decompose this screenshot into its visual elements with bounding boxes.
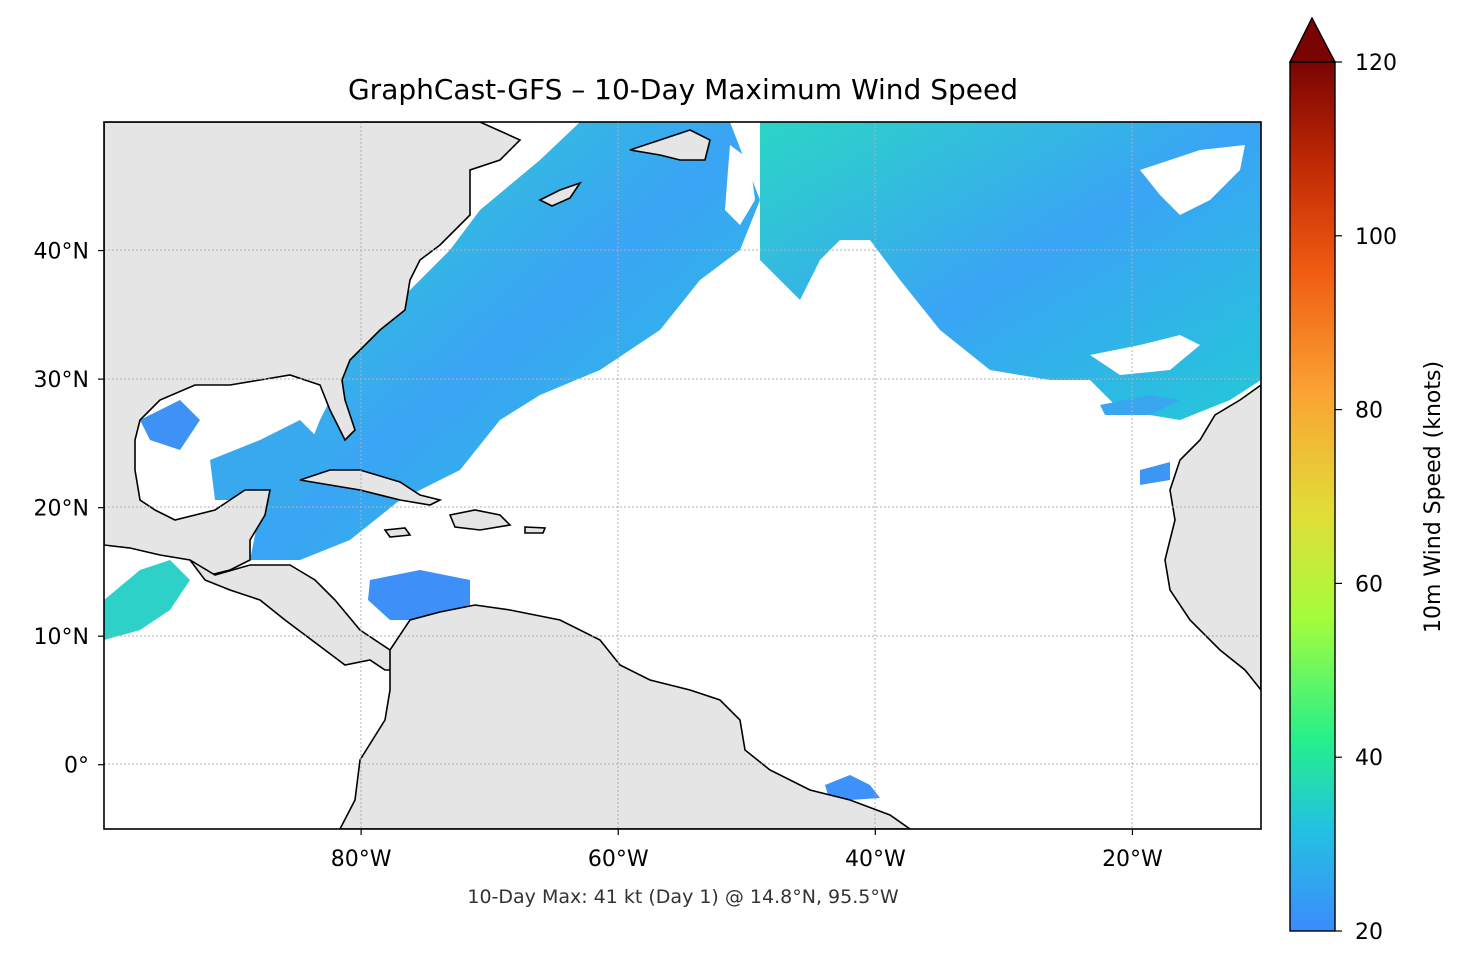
lat-tick-label: 30°N bbox=[34, 368, 89, 393]
land-south-america bbox=[339, 604, 912, 829]
lon-tick-label: 80°W bbox=[331, 847, 392, 872]
wind-patch-southern-caribbean bbox=[368, 570, 470, 620]
land-nova-scotia bbox=[538, 181, 582, 207]
calm-hole-1 bbox=[725, 145, 755, 225]
land-cuba bbox=[299, 469, 443, 506]
gridlines bbox=[104, 122, 1261, 829]
max-wind-caption: 10-Day Max: 41 kt (Day 1) @ 14.8°N, 95.5… bbox=[467, 886, 898, 908]
colorbar-tick-label: 40 bbox=[1355, 746, 1383, 771]
wind-patch-brazil-coast bbox=[825, 775, 880, 800]
colorbar-label: 10m Wind Speed (knots) bbox=[1421, 361, 1446, 633]
longitude-tick-labels: 80°W 60°W 40°W 20°W bbox=[331, 829, 1163, 872]
wind-patch-azores-south bbox=[1100, 395, 1180, 415]
lat-tick-label: 10°N bbox=[34, 625, 89, 650]
land-africa bbox=[1164, 384, 1261, 692]
colorbar-tick-label: 20 bbox=[1355, 920, 1383, 945]
colorbar-tick-label: 100 bbox=[1355, 225, 1397, 250]
land-jamaica bbox=[383, 527, 412, 538]
wind-patch-east-pacific bbox=[104, 560, 190, 640]
map-title: GraphCast-GFS – 10-Day Maximum Wind Spee… bbox=[348, 73, 1018, 106]
lon-tick-label: 60°W bbox=[588, 847, 649, 872]
wind-patch-canary bbox=[1140, 462, 1170, 485]
colorbar-tick-label: 60 bbox=[1355, 572, 1383, 597]
land-north-america bbox=[104, 122, 522, 576]
wind-patch-western-caribbean bbox=[210, 420, 330, 510]
land-newfoundland bbox=[629, 129, 711, 161]
map-frame bbox=[103, 121, 1262, 830]
lat-tick-label: 40°N bbox=[34, 240, 89, 265]
colorbar: 20 40 60 80 100 120 10m Wind Speed (knots) bbox=[1288, 16, 1446, 945]
lon-tick-label: 20°W bbox=[1102, 847, 1163, 872]
land-puerto-rico bbox=[524, 526, 547, 534]
land bbox=[104, 122, 1261, 829]
map-area bbox=[104, 122, 1261, 829]
latitude-tick-labels: 40°N 30°N 20°N 10°N 0° bbox=[34, 240, 104, 779]
land-hispaniola bbox=[448, 509, 512, 531]
lat-tick-label: 20°N bbox=[34, 497, 89, 522]
colorbar-extend-arrow bbox=[1288, 16, 1337, 63]
wind-swath-north-atlantic bbox=[760, 122, 1261, 420]
colorbar-tick-label: 120 bbox=[1355, 51, 1397, 76]
wind-speed-field bbox=[104, 122, 1261, 800]
colorbar-tick-label: 80 bbox=[1355, 399, 1383, 424]
calm-hole-3 bbox=[1090, 335, 1200, 375]
colorbar-gradient bbox=[1289, 61, 1336, 932]
colorbar-ticks: 20 40 60 80 100 120 bbox=[1335, 51, 1397, 945]
wind-swath-northwest-atlantic bbox=[250, 122, 760, 560]
wind-patch-gulf-of-mexico bbox=[140, 400, 200, 450]
calm-hole-2 bbox=[1140, 145, 1245, 215]
land-central-america bbox=[189, 559, 402, 671]
lon-tick-label: 40°W bbox=[845, 847, 906, 872]
lat-tick-label: 0° bbox=[64, 754, 89, 779]
